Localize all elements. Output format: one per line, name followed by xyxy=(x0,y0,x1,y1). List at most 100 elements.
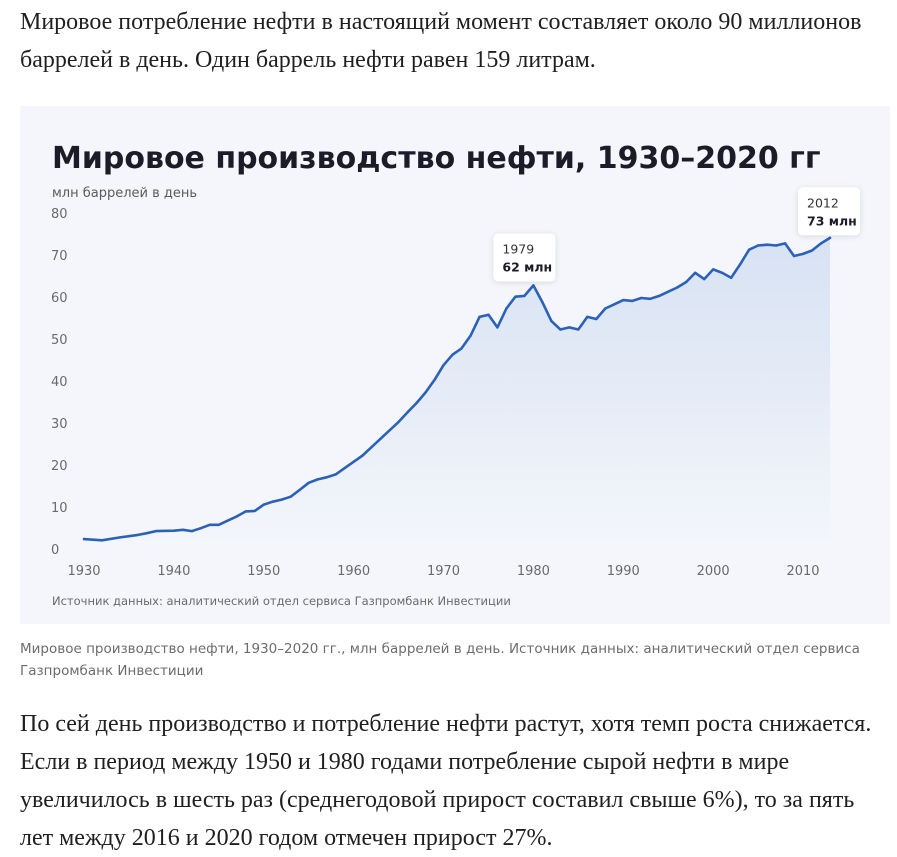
data-point xyxy=(514,295,517,298)
data-point xyxy=(801,252,805,256)
data-point xyxy=(154,529,158,533)
x-tick-label: 2000 xyxy=(697,564,730,579)
data-point xyxy=(541,301,544,304)
data-point xyxy=(747,248,751,251)
data-point xyxy=(703,277,706,281)
data-point xyxy=(415,401,418,405)
data-point xyxy=(190,529,194,533)
data-point xyxy=(433,378,436,382)
y-tick-label: 60 xyxy=(51,291,68,306)
data-point xyxy=(667,290,670,293)
data-point xyxy=(783,242,787,245)
data-point xyxy=(586,315,589,319)
data-point xyxy=(729,276,733,279)
data-point xyxy=(712,268,715,271)
data-point xyxy=(478,315,481,319)
data-point xyxy=(532,284,535,287)
data-point xyxy=(756,244,760,247)
data-point xyxy=(658,294,661,298)
data-point xyxy=(694,271,697,274)
y-axis-label: млн баррелей в день xyxy=(52,186,197,201)
data-point xyxy=(289,495,292,498)
data-point xyxy=(352,460,355,463)
y-tick-label: 70 xyxy=(51,249,68,264)
data-point xyxy=(828,236,832,240)
chart-title: Мировое производство нефти, 1930–2020 гг xyxy=(52,141,821,176)
data-point xyxy=(388,429,391,432)
annotation-box xyxy=(493,233,556,282)
data-point xyxy=(505,307,508,310)
data-point xyxy=(738,263,742,266)
series-line xyxy=(82,236,832,542)
x-tick-label: 1980 xyxy=(517,564,550,579)
x-axis-ticks: 1930 1940 1950 1960 1970 1980 1990 2000 2010 xyxy=(67,564,819,579)
x-tick-label: 1970 xyxy=(427,564,460,579)
data-point xyxy=(550,319,553,323)
data-point xyxy=(622,298,625,302)
data-point xyxy=(424,391,427,394)
data-point xyxy=(568,326,571,329)
data-point xyxy=(379,437,382,440)
y-tick-label: 80 xyxy=(51,207,68,222)
data-point xyxy=(343,466,346,470)
data-point xyxy=(334,473,337,476)
data-point xyxy=(640,296,643,300)
oil-production-chart: Мировое производство нефти, 1930–2020 гг… xyxy=(51,141,861,608)
intro-paragraph: Мировое потребление нефти в настоящий мо… xyxy=(20,9,862,73)
data-point xyxy=(397,420,400,424)
data-point xyxy=(676,286,679,289)
data-point xyxy=(325,476,328,479)
data-point xyxy=(577,328,580,331)
annotation-year: 2012 xyxy=(807,195,839,210)
data-point xyxy=(631,299,634,303)
data-point xyxy=(442,364,445,367)
data-point xyxy=(496,326,499,329)
data-point xyxy=(649,297,652,300)
annotation-year: 1979 xyxy=(502,242,534,257)
data-point xyxy=(253,509,256,513)
data-point xyxy=(765,243,769,246)
data-point xyxy=(487,313,490,316)
data-point xyxy=(559,328,562,331)
data-point xyxy=(792,254,796,258)
data-point xyxy=(199,527,202,530)
y-tick-label: 50 xyxy=(51,333,68,348)
data-point xyxy=(271,500,274,503)
data-point xyxy=(235,515,238,518)
data-points xyxy=(82,236,832,542)
data-point xyxy=(145,532,149,535)
x-tick-label: 2010 xyxy=(786,564,819,579)
y-tick-label: 0 xyxy=(51,543,59,558)
data-point xyxy=(181,528,185,531)
data-point xyxy=(316,478,319,481)
data-point xyxy=(810,249,814,252)
data-point xyxy=(172,529,176,532)
data-point xyxy=(595,317,598,321)
data-point xyxy=(469,334,472,337)
data-point xyxy=(82,537,86,541)
chart-figure: Мировое производство нефти, 1930–2020 гг… xyxy=(20,106,890,624)
data-point xyxy=(307,481,310,484)
source-note: Источник данных: аналитический отдел сер… xyxy=(52,594,511,608)
data-point xyxy=(523,294,526,298)
data-point xyxy=(460,347,463,350)
data-point xyxy=(217,523,220,526)
y-tick-label: 30 xyxy=(51,417,68,432)
x-tick-label: 1930 xyxy=(67,564,100,579)
data-point xyxy=(100,539,104,542)
y-tick-label: 20 xyxy=(51,459,68,474)
figure-caption: Мировое производство нефти, 1930–2020 гг… xyxy=(20,641,860,679)
annotation-box xyxy=(798,187,861,236)
data-point xyxy=(451,353,454,356)
data-point xyxy=(774,244,778,247)
x-tick-label: 1990 xyxy=(607,564,640,579)
data-point xyxy=(720,271,724,274)
x-tick-label: 1950 xyxy=(247,564,280,579)
annotation-value: 73 млн xyxy=(807,213,857,228)
annotation-value: 62 млн xyxy=(502,260,552,275)
body-paragraph: По сей день производство и потребление н… xyxy=(20,711,872,851)
annotation-callout: 2012 73 млн xyxy=(798,187,861,236)
annotations: 1979 62 млн 2012 73 млн xyxy=(493,187,861,282)
y-tick-label: 40 xyxy=(51,375,68,390)
data-point xyxy=(298,488,301,492)
